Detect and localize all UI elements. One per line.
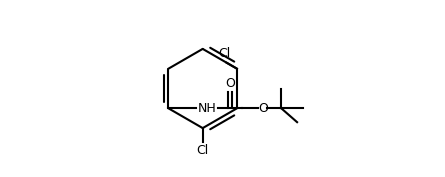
- Text: Cl: Cl: [218, 47, 231, 60]
- Text: NH: NH: [198, 102, 217, 115]
- Text: O: O: [258, 102, 268, 115]
- Text: Cl: Cl: [197, 144, 209, 157]
- Text: O: O: [225, 78, 235, 90]
